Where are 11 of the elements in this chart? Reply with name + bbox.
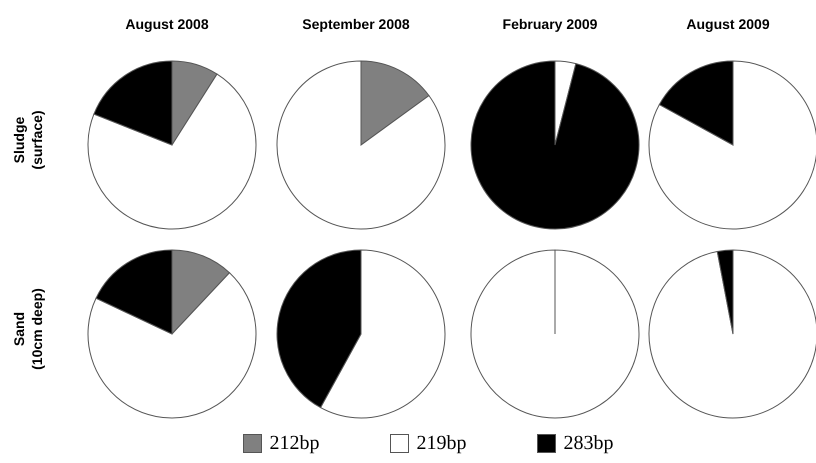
legend-label: 283bp [564,432,614,454]
chart-title: August 2008 [124,16,210,32]
text: Sludge (surface) [10,109,46,172]
pie-slice [470,60,640,230]
chart-title: September 2008 [301,16,411,32]
chart-title: February 2009 [502,16,598,32]
text: Sand (10cm deep) [10,287,46,372]
legend-label: 212bp [270,432,320,454]
chart-title: August 2009 [685,16,771,32]
pie-slice [276,60,446,230]
legend-label: 219bp [416,432,466,454]
